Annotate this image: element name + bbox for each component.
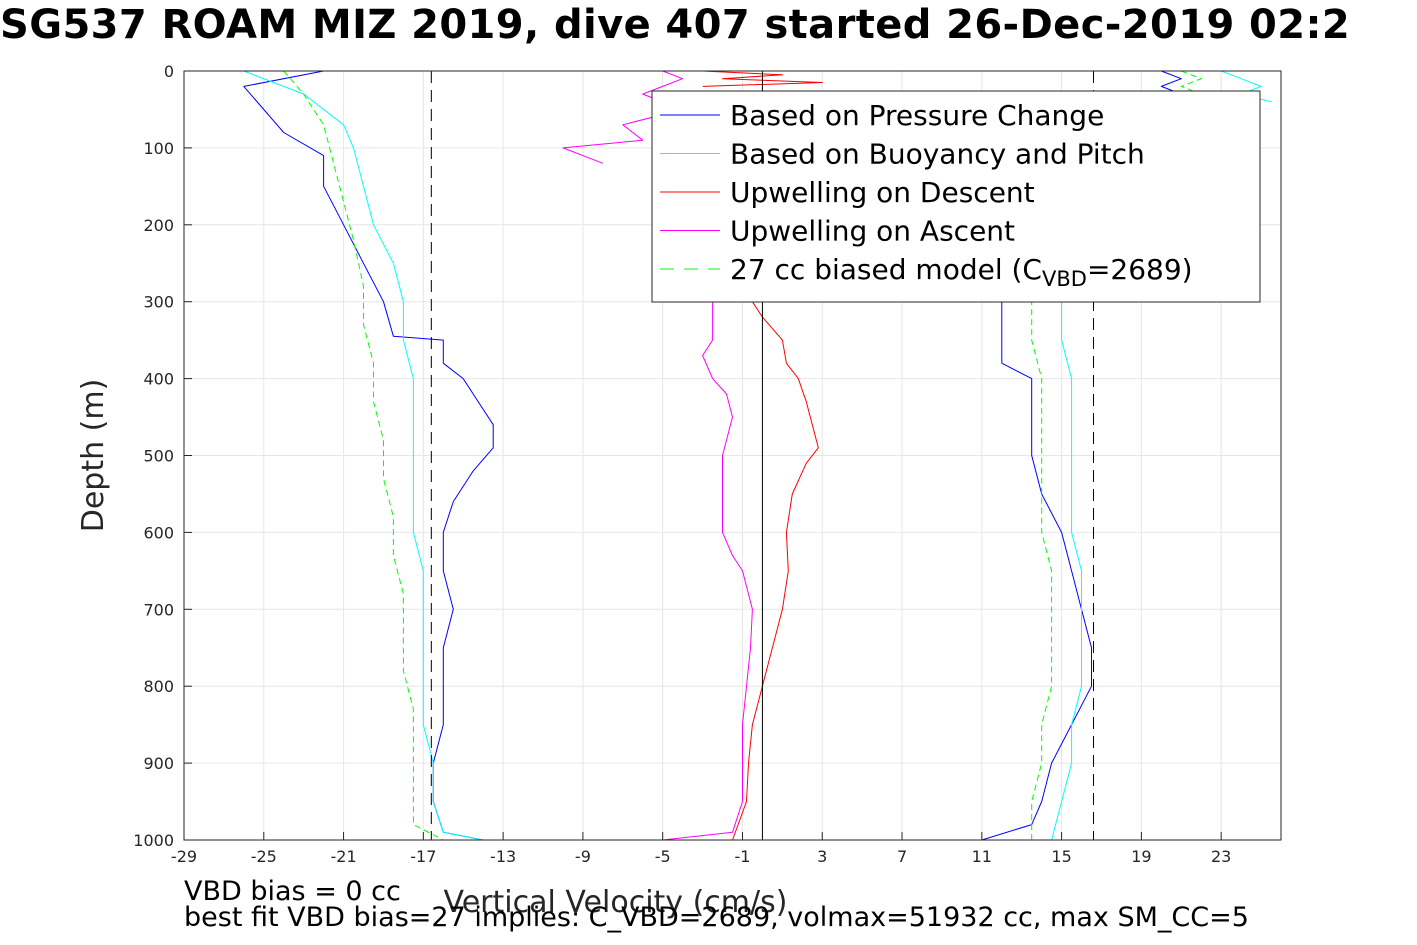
chart-title: SG537 ROAM MIZ 2019, dive 407 started 26… [0, 2, 1351, 48]
footer-best-fit: best fit VBD bias=27 implies: C_VBD=2689… [184, 902, 1249, 933]
x-tick-label-2: -21 [330, 847, 356, 866]
series-upwelling-descent-surface [702, 70, 823, 87]
x-tick-label-4: -13 [490, 847, 516, 866]
series-upwelling-ascent [662, 301, 753, 841]
x-tick-label-11: 15 [1051, 847, 1071, 866]
series-model-descent [283, 70, 444, 841]
y-tick-label-7: 700 [143, 600, 174, 619]
y-tick-labels: 0 100 200 300 400 500 600 700 800 900 1000 [133, 62, 174, 850]
y-tick-label-9: 900 [143, 754, 174, 773]
y-tick-label-10: 1000 [133, 831, 174, 850]
x-tick-label-5: -9 [575, 847, 591, 866]
legend-label-0: Based on Pressure Change [730, 99, 1104, 132]
y-tick-label-1: 100 [143, 139, 174, 158]
x-tick-label-10: 11 [972, 847, 992, 866]
legend-label-3: Upwelling on Ascent [730, 215, 1015, 248]
series-pressure-descent [243, 70, 494, 841]
legend-label-1: Based on Buoyancy and Pitch [730, 138, 1145, 171]
x-tick-labels: -29 -25 -21 -17 -13 -9 -5 -1 3 7 11 15 19 23 [171, 847, 1231, 866]
legend-label-2: Upwelling on Descent [730, 176, 1035, 209]
y-axis-label: Depth (m) [76, 379, 111, 533]
x-tick-label-6: -5 [655, 847, 671, 866]
series-upwelling-descent [732, 301, 819, 841]
footer-vbd-bias: VBD bias = 0 cc [184, 876, 401, 907]
legend: Based on Pressure Change Based on Buoyanc… [651, 90, 1261, 303]
plot-frame [183, 70, 1282, 841]
y-tick-label-0: 0 [164, 62, 174, 81]
legend-suffix: =2689) [1087, 253, 1193, 286]
series-model-ascent [1031, 301, 1053, 840]
x-tick-label-7: -1 [734, 847, 750, 866]
y-tick-label-8: 800 [143, 677, 174, 696]
series-buoyancy-descent [243, 70, 484, 841]
series-pressure-ascent [981, 301, 1092, 841]
x-tick-label-9: 7 [897, 847, 907, 866]
x-tick-label-3: -17 [410, 847, 436, 866]
x-tick-label-8: 3 [817, 847, 827, 866]
x-tick-label-1: -25 [251, 847, 277, 866]
x-axis-label: Vertical Velocity (cm/s) [444, 885, 788, 920]
y-tick-label-2: 200 [143, 216, 174, 235]
series-model-surface [1180, 70, 1202, 95]
series-buoyancy-ascent [1051, 301, 1082, 841]
y-tick-label-5: 500 [143, 447, 174, 466]
x-tick-label-0: -29 [171, 847, 197, 866]
legend-box [651, 90, 1261, 303]
y-tick-label-6: 600 [143, 523, 174, 542]
x-tick-label-13: 23 [1211, 847, 1231, 866]
legend-label-4: 27 cc biased model (CVBD=2689) [730, 253, 1193, 291]
y-tick-label-4: 400 [143, 370, 174, 389]
y-tick-label-3: 300 [143, 293, 174, 312]
legend-subscript: VBD [1042, 267, 1087, 291]
x-tick-label-12: 19 [1131, 847, 1151, 866]
data-series [243, 70, 1272, 841]
